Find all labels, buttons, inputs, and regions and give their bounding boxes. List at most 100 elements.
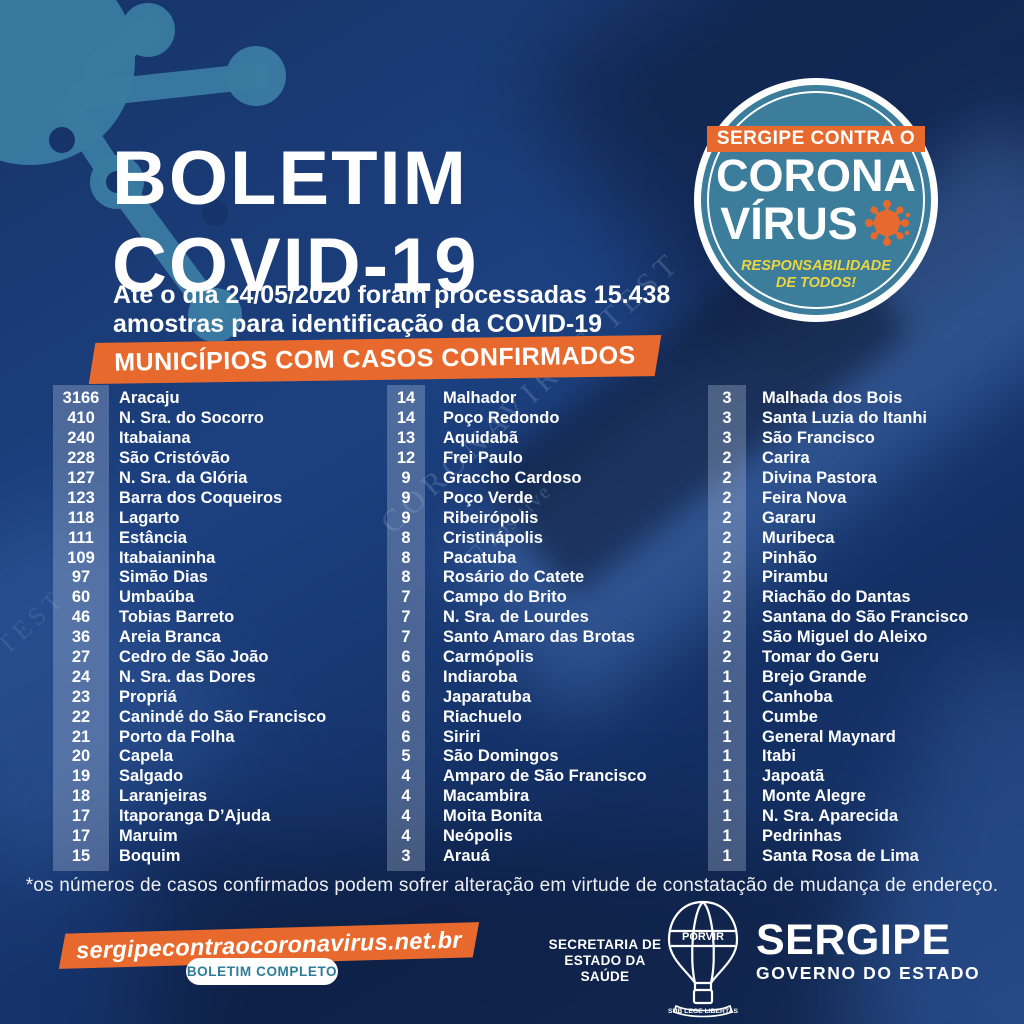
case-row: 22 Canindé do São Francisco <box>53 707 326 727</box>
porvir-balloon-logo: PORVIR SUB LEGE LIBERTAS <box>667 900 739 1018</box>
case-count: 240 <box>67 429 95 448</box>
case-count: 7 <box>401 628 411 647</box>
case-row: 14 Poço Redondo <box>387 409 647 429</box>
case-count: 1 <box>722 846 732 865</box>
case-row: 9 Poço Verde <box>387 488 647 508</box>
case-row: 1 Canhoba <box>708 687 968 707</box>
case-row: 1 Cumbe <box>708 707 968 727</box>
case-count: 127 <box>67 469 95 487</box>
case-count: 123 <box>67 488 95 507</box>
samples-subtitle-line1: Até o dia 24/05/2020 foram processadas 1… <box>113 281 671 309</box>
case-row: 4 Amparo de São Francisco <box>387 767 647 787</box>
case-count: 9 <box>401 508 411 527</box>
case-count: 2 <box>722 469 732 487</box>
case-row: 8 Rosário do Catete <box>387 568 647 588</box>
case-row: 1 Japoatã <box>708 767 968 787</box>
badge-tagline-line2: DE TODOS! <box>775 274 857 291</box>
full-bulletin-button[interactable]: BOLETIM COMPLETO <box>186 958 338 985</box>
case-count: 8 <box>401 568 411 587</box>
case-municipality: N. Sra. da Glória <box>119 469 248 487</box>
case-municipality: Capela <box>119 747 174 766</box>
case-municipality: General Maynard <box>762 727 896 746</box>
case-count: 5 <box>401 747 411 766</box>
case-municipality: Boquim <box>119 846 181 865</box>
case-row: 2 Divina Pastora <box>708 469 968 489</box>
case-row: 5 São Domingos <box>387 747 647 767</box>
case-municipality: Cristinápolis <box>443 528 543 547</box>
case-municipality: Japoatã <box>762 767 825 786</box>
case-municipality: Frei Paulo <box>443 449 523 468</box>
case-count: 60 <box>71 588 91 607</box>
badge-tagline: RESPONSABILIDADE DE TODOS! <box>741 258 891 291</box>
case-municipality: Pirambu <box>762 568 829 587</box>
case-count: 7 <box>401 588 411 607</box>
case-municipality: Santa Luzia do Itanhi <box>762 409 928 428</box>
case-row: 118 Lagarto <box>53 508 326 528</box>
case-municipality: Malhador <box>443 389 517 408</box>
case-municipality: Porto da Folha <box>119 727 235 746</box>
case-municipality: Japaratuba <box>443 687 532 706</box>
case-municipality: Itabi <box>762 747 796 766</box>
case-row: 23 Propriá <box>53 687 326 707</box>
case-row: 2 Feira Nova <box>708 488 968 508</box>
case-municipality: Muribeca <box>762 528 835 547</box>
case-row: 410 N. Sra. do Socorro <box>53 409 326 429</box>
case-municipality: Pinhão <box>762 548 818 567</box>
case-count: 9 <box>401 469 411 487</box>
case-count: 4 <box>401 807 411 826</box>
case-municipality: Feira Nova <box>762 488 847 507</box>
case-row: 7 Campo do Brito <box>387 588 647 608</box>
case-row: 2 Carira <box>708 449 968 469</box>
case-row: 13 Aquidabã <box>387 429 647 449</box>
case-count: 2 <box>722 449 732 468</box>
case-row: 2 Gararu <box>708 508 968 528</box>
case-count: 2 <box>722 628 732 647</box>
virus-icon <box>864 200 911 246</box>
case-row: 1 N. Sra. Aparecida <box>708 807 968 827</box>
case-municipality: Poço Redondo <box>443 409 560 428</box>
case-row: 24 N. Sra. das Dores <box>53 667 326 687</box>
case-municipality: Rosário do Catete <box>443 568 585 587</box>
case-count: 3 <box>401 846 411 865</box>
health-secretariat-line1: SECRETARIA DE <box>548 937 662 952</box>
case-row: 6 Indiaroba <box>387 667 647 687</box>
case-municipality: Amparo de São Francisco <box>443 767 647 786</box>
case-count: 1 <box>722 687 732 706</box>
case-count: 2 <box>722 548 732 567</box>
case-count: 6 <box>401 707 411 726</box>
badge-tagline-line1: RESPONSABILIDADE <box>741 258 891 274</box>
case-municipality: Santana do São Francisco <box>762 608 969 627</box>
case-count: 36 <box>71 628 91 647</box>
case-row: 7 Santo Amaro das Brotas <box>387 628 647 648</box>
case-count: 6 <box>401 727 411 746</box>
samples-subtitle: Até o dia 24/05/2020 foram processadas 1… <box>113 281 670 339</box>
case-municipality: Graccho Cardoso <box>443 469 582 487</box>
case-row: 6 Riachuelo <box>387 707 647 727</box>
government-name: SERGIPE <box>756 916 951 964</box>
case-count: 8 <box>401 548 411 567</box>
badge-title-line2: VÍRUS <box>720 197 858 249</box>
case-row: 111 Estância <box>53 528 326 548</box>
case-row: 2 São Miguel do Aleixo <box>708 628 968 648</box>
case-count: 9 <box>401 488 411 507</box>
case-municipality: Cumbe <box>762 707 818 726</box>
case-count: 14 <box>396 409 416 428</box>
cases-column-2: 14 Malhador 14 Poço Redondo 13 Aquidabã … <box>387 384 647 872</box>
government-wordmark: SERGIPE GOVERNO DO ESTADO <box>756 918 980 984</box>
case-municipality: N. Sra. das Dores <box>119 667 256 686</box>
case-municipality: Brejo Grande <box>762 667 867 686</box>
case-municipality: Areia Branca <box>119 628 221 647</box>
case-row: 4 Macambira <box>387 787 647 807</box>
case-count: 1 <box>722 667 732 686</box>
badge-title-line1: CORONA <box>716 150 916 201</box>
case-row: 3 São Francisco <box>708 429 968 449</box>
case-count: 20 <box>71 747 91 766</box>
case-row: 19 Salgado <box>53 767 326 787</box>
case-municipality: Aquidabã <box>443 429 519 448</box>
cases-column-3: 3 Malhada dos Bois 3 Santa Luzia do Itan… <box>708 384 969 872</box>
case-count: 2 <box>722 528 732 547</box>
case-count: 14 <box>396 389 416 408</box>
case-municipality: Canindé do São Francisco <box>119 707 327 726</box>
campaign-badge: SERGIPE CONTRA O CORONA VÍRUS <box>694 78 938 322</box>
case-count: 17 <box>71 827 91 846</box>
